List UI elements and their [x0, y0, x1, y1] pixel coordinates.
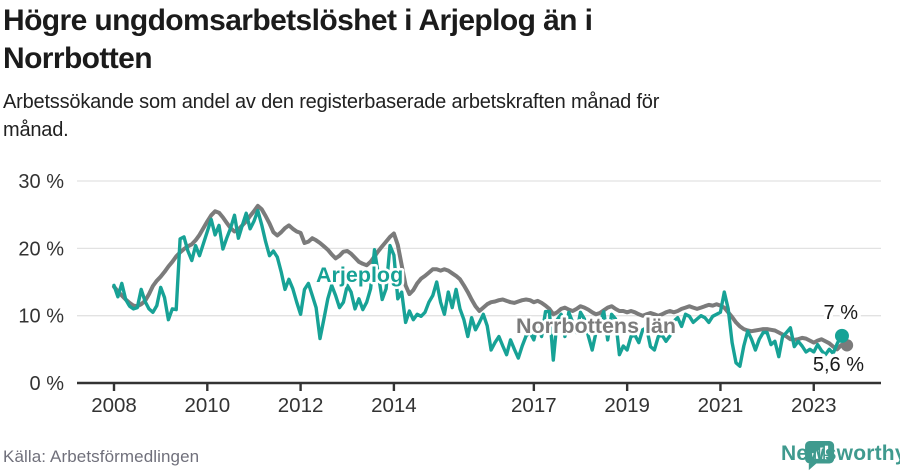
series-line-norrbotten	[112, 203, 843, 352]
x-axis-label-2017: 2017	[511, 394, 557, 417]
page-title-line-1: Högre ungdomsarbetslöshet i Arjeplog än …	[3, 4, 593, 37]
line-chart: 30 % 20 % 10 % 0 % 2008 2010 2012 2014 2017 2019 2…	[18, 171, 881, 417]
x-axis-label-2014: 2014	[371, 394, 417, 417]
newsworthy-logo	[805, 441, 835, 471]
series-label-norrbotten: Norrbottens län	[516, 314, 676, 338]
source-caption: Källa: Arbetsförmedlingen	[3, 447, 200, 466]
newsworthy-barchart-exclamation-icon	[805, 441, 835, 471]
x-axis-label-2010: 2010	[184, 394, 230, 417]
newsworthy-wordmark: Newsworthy	[781, 442, 900, 465]
y-axis-label-10: 10 %	[18, 306, 64, 328]
page-subtitle-line-1: Arbetssökande som andel av den registerb…	[3, 91, 660, 113]
x-axis-label-2021: 2021	[698, 394, 744, 417]
page-subtitle: Arbetssökande som andel av den registerb…	[3, 88, 893, 144]
y-axis-label-30: 30 %	[18, 171, 64, 193]
series-line-arjeplog	[112, 208, 843, 368]
page-title-line-2: Norrbotten	[3, 42, 153, 75]
end-dot-arjeplog	[834, 328, 849, 343]
page-subtitle-line-2: månad.	[3, 119, 69, 141]
x-axis-label-2012: 2012	[278, 394, 324, 417]
end-label-arjeplog: 7 %	[824, 302, 859, 324]
page-title: Högre ungdomsarbetslöshet i Arjeplog än …	[3, 2, 893, 78]
end-label-norrbotten: 5,6 %	[813, 354, 864, 376]
y-axis-label-0: 0 %	[30, 373, 65, 395]
y-axis-label-20: 20 %	[18, 238, 64, 260]
x-axis-label-2023: 2023	[791, 394, 837, 417]
series-label-arjeplog: Arjeplog	[316, 263, 403, 287]
x-axis-label-2008: 2008	[91, 394, 137, 417]
x-axis-label-2019: 2019	[604, 394, 650, 417]
